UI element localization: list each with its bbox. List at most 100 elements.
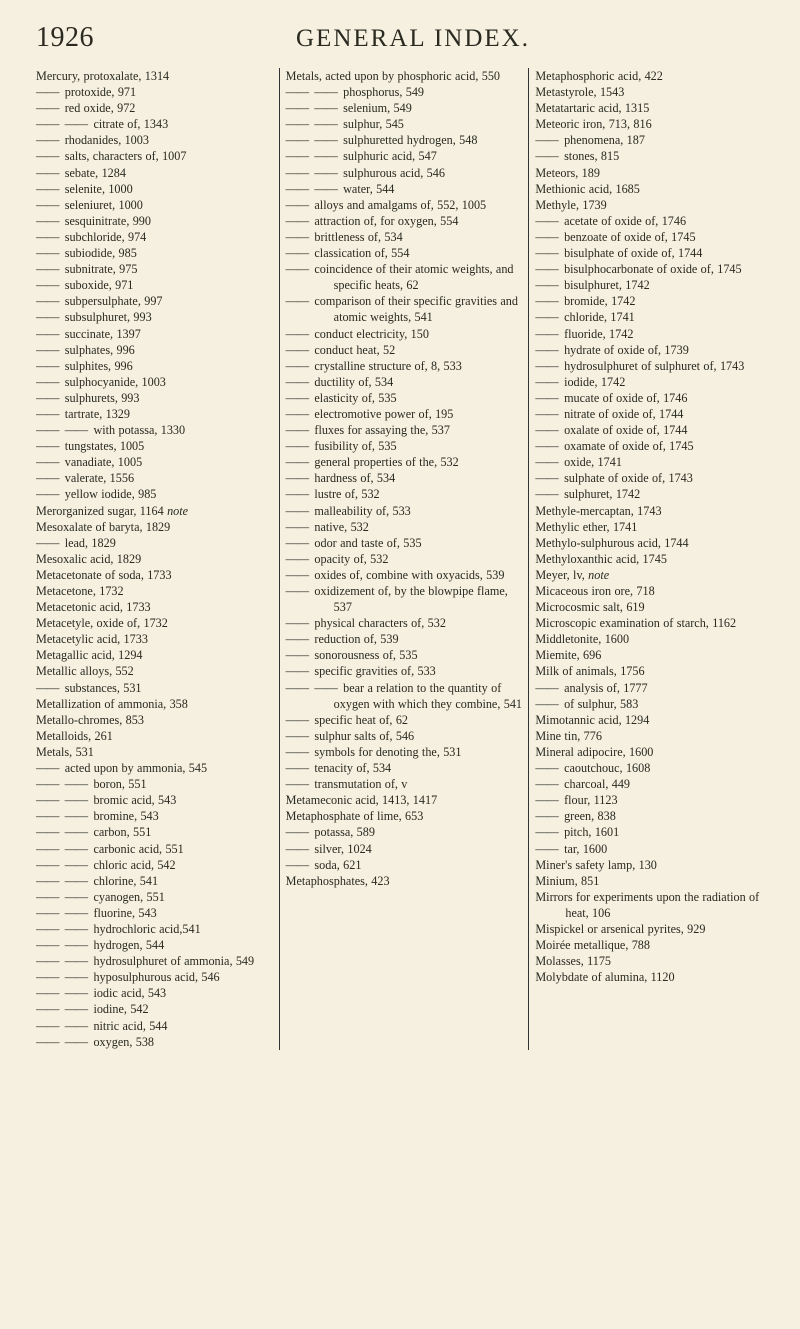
index-subentry: —— —— fluorine, 543 [36,905,273,921]
index-subentry: —— subpersulphate, 997 [36,293,273,309]
index-subentry: —— —— boron, 551 [36,776,273,792]
index-subentry: —— —— sulphuric acid, 547 [286,148,523,164]
index-subentry: —— physical characters of, 532 [286,615,523,631]
index-subentry: —— bromide, 1742 [535,293,772,309]
index-subentry: —— salts, characters of, 1007 [36,148,273,164]
index-subentry: —— lead, 1829 [36,535,273,551]
index-subentry: —— tungstates, 1005 [36,438,273,454]
index-subentry: —— —— chloric acid, 542 [36,857,273,873]
index-subentry: —— —— sulphurous acid, 546 [286,165,523,181]
index-subentry: —— oxamate of oxide of, 1745 [535,438,772,454]
index-subentry: —— —— bear a relation to the quantity of… [286,680,523,712]
index-subentry: —— valerate, 1556 [36,470,273,486]
index-subentry: —— —— bromic acid, 543 [36,792,273,808]
index-entry: Metaphosphoric acid, 422 [535,68,772,84]
index-subentry: —— malleability of, 533 [286,503,523,519]
index-subentry: —— —— sulphur, 545 [286,116,523,132]
page-header: 1926 GENERAL INDEX. [36,22,772,54]
index-subentry: —— subnitrate, 975 [36,261,273,277]
index-subentry: —— elasticity of, 535 [286,390,523,406]
index-subentry: —— substances, 531 [36,680,273,696]
index-columns: Mercury, protoxalate, 1314—— protoxide, … [36,68,772,1050]
index-subentry: —— hydrosulphuret of sulphuret of, 1743 [535,358,772,374]
index-col-3: Metaphosphoric acid, 422Metastyrole, 154… [529,68,772,1050]
index-subentry: —— coincidence of their atomic weights, … [286,261,523,293]
index-subentry: —— bisulphate of oxide of, 1744 [535,245,772,261]
index-entry: Metallization of ammonia, 358 [36,696,273,712]
index-entry: Mine tin, 776 [535,728,772,744]
index-entry: Methylo-sulphurous acid, 1744 [535,535,772,551]
index-subentry: —— comparison of their specific gravitie… [286,293,523,325]
index-subentry: —— tar, 1600 [535,841,772,857]
index-subentry: —— hardness of, 534 [286,470,523,486]
index-subentry: —— subchloride, 974 [36,229,273,245]
index-subentry: —— attraction of, for oxygen, 554 [286,213,523,229]
index-subentry: —— oxide, 1741 [535,454,772,470]
index-entry: Metals, 531 [36,744,273,760]
index-entry: Metameconic acid, 1413, 1417 [286,792,523,808]
index-subentry: —— symbols for denoting the, 531 [286,744,523,760]
index-entry: Miemite, 696 [535,647,772,663]
index-subentry: —— sulphocyanide, 1003 [36,374,273,390]
index-entry: Metagallic acid, 1294 [36,647,273,663]
index-subentry: —— electromotive power of, 195 [286,406,523,422]
index-subentry: —— oxides of, combine with oxyacids, 539 [286,567,523,583]
index-subentry: —— phenomena, 187 [535,132,772,148]
index-subentry: —— green, 838 [535,808,772,824]
index-subentry: —— —— sulphuretted hydrogen, 548 [286,132,523,148]
index-entry: Methionic acid, 1685 [535,181,772,197]
index-subentry: —— sonorousness of, 535 [286,647,523,663]
index-subentry: —— flour, 1123 [535,792,772,808]
index-subentry: —— conduct electricity, 150 [286,326,523,342]
index-subentry: —— pitch, 1601 [535,824,772,840]
index-subentry: —— fluoride, 1742 [535,326,772,342]
index-subentry: —— transmutation of, v [286,776,523,792]
index-entry: Mirrors for experiments upon the radiati… [535,889,772,921]
index-subentry: —— —— iodic acid, 543 [36,985,273,1001]
index-subentry: —— opacity of, 532 [286,551,523,567]
index-entry: Mesoxalic acid, 1829 [36,551,273,567]
index-entry: Mercury, protoxalate, 1314 [36,68,273,84]
index-subentry: —— acted upon by ammonia, 545 [36,760,273,776]
index-subentry: —— subsulphuret, 993 [36,309,273,325]
index-subentry: —— analysis of, 1777 [535,680,772,696]
index-entry: Metaphosphate of lime, 653 [286,808,523,824]
index-subentry: —— conduct heat, 52 [286,342,523,358]
index-subentry: —— charcoal, 449 [535,776,772,792]
index-subentry: —— classication of, 554 [286,245,523,261]
index-entry: Micaceous iron ore, 718 [535,583,772,599]
index-subentry: —— bisulphocarbonate of oxide of, 1745 [535,261,772,277]
index-entry: Metalloids, 261 [36,728,273,744]
index-entry: Microscopic examination of starch, 1162 [535,615,772,631]
index-entry: Metacetylic acid, 1733 [36,631,273,647]
index-subentry: —— —— cyanogen, 551 [36,889,273,905]
index-subentry: —— reduction of, 539 [286,631,523,647]
index-entry: Methyloxanthic acid, 1745 [535,551,772,567]
index-entry: Mesoxalate of baryta, 1829 [36,519,273,535]
index-subentry: —— —— with potassa, 1330 [36,422,273,438]
index-subentry: —— sebate, 1284 [36,165,273,181]
index-entry: Meyer, lv, note [535,567,772,583]
index-subentry: —— —— carbonic acid, 551 [36,841,273,857]
index-subentry: —— —— selenium, 549 [286,100,523,116]
index-entry: Molasses, 1175 [535,953,772,969]
index-entry: Meteors, 189 [535,165,772,181]
index-entry: Merorganized sugar, 1164 note [36,503,273,519]
index-subentry: —— —— bromine, 543 [36,808,273,824]
index-entry: Methyle-mercaptan, 1743 [535,503,772,519]
page-title: GENERAL INDEX. [54,25,772,53]
index-entry: Metatartaric acid, 1315 [535,100,772,116]
index-entry: Metals, acted upon by phosphoric acid, 5… [286,68,523,84]
index-entry: Mineral adipocire, 1600 [535,744,772,760]
index-subentry: —— sulphuret, 1742 [535,486,772,502]
index-subentry: —— sulphurets, 993 [36,390,273,406]
index-subentry: —— silver, 1024 [286,841,523,857]
index-subentry: —— —— hydrochloric acid,541 [36,921,273,937]
index-entry: Meteoric iron, 713, 816 [535,116,772,132]
index-entry: Metacetyle, oxide of, 1732 [36,615,273,631]
index-subentry: —— fusibility of, 535 [286,438,523,454]
index-subentry: —— lustre of, 532 [286,486,523,502]
index-subentry: —— soda, 621 [286,857,523,873]
index-subentry: —— iodide, 1742 [535,374,772,390]
index-subentry: —— rhodanides, 1003 [36,132,273,148]
